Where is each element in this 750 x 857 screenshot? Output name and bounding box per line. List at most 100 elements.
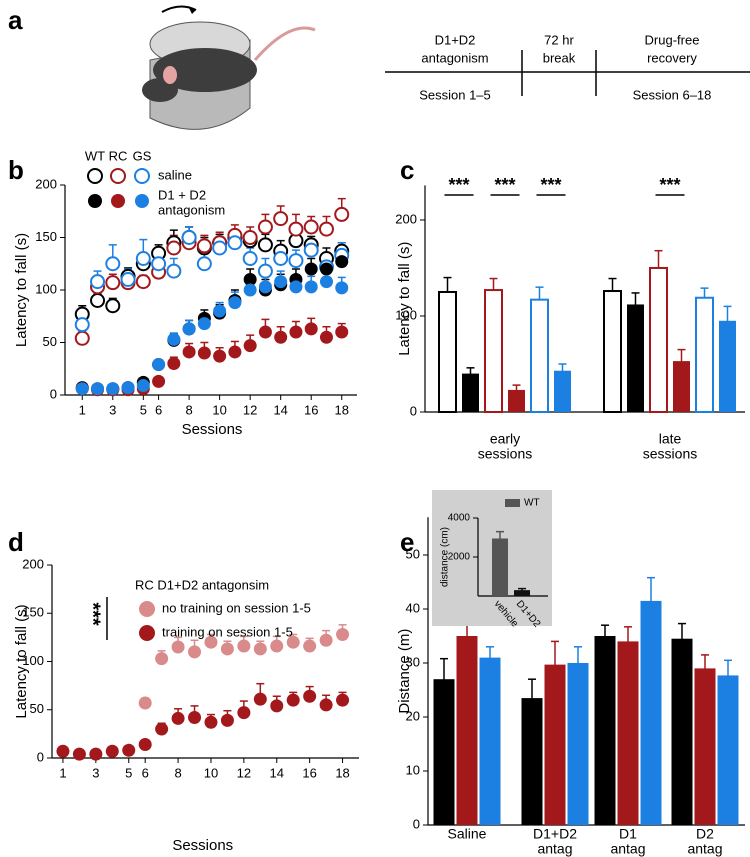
data-point: [212, 240, 228, 256]
legend-swatch: [134, 168, 150, 184]
data-point: [304, 322, 318, 336]
x-tick-label: 6: [142, 765, 149, 780]
x-axis-label: Sessions: [182, 421, 243, 438]
data-point: [136, 379, 150, 393]
x-tick-label: 12: [243, 402, 257, 417]
data-point: [151, 256, 167, 272]
x-tick-label: 5: [140, 402, 147, 417]
arrow-head: [188, 6, 196, 14]
data-point: [188, 710, 202, 724]
data-point: [188, 645, 202, 659]
legend-label: D1 + D2: [158, 187, 206, 202]
data-point: [204, 715, 218, 729]
y-tick-label: 50: [43, 334, 57, 349]
data-point: [166, 240, 182, 256]
data-point: [303, 219, 319, 235]
data-point: [289, 325, 303, 339]
data-point: [304, 280, 318, 294]
legend-label: training on session 1-5: [162, 624, 293, 639]
x-tick-label: 8: [174, 765, 181, 780]
data-point: [304, 262, 318, 276]
data-point: [274, 275, 288, 289]
legend-swatch: [505, 499, 520, 507]
data-point: [171, 711, 185, 725]
y-tick-label: 0: [37, 749, 44, 764]
y-tick-label: 4000: [448, 513, 471, 524]
significance: ***: [659, 175, 680, 195]
data-point: [120, 272, 136, 287]
panel-label: d: [8, 527, 24, 557]
data-point: [258, 325, 272, 339]
illustration: [142, 5, 316, 130]
data-point: [242, 251, 258, 266]
y-tick-label: 150: [35, 229, 57, 244]
legend-column: WT: [85, 148, 105, 163]
data-point: [253, 642, 267, 656]
bar: [462, 373, 479, 412]
phase-title: 72 hr: [544, 32, 574, 47]
data-point: [105, 744, 119, 758]
legend-label: antagonism: [158, 202, 225, 217]
bar: [673, 361, 690, 412]
data-point: [105, 298, 121, 314]
data-point: [228, 296, 242, 310]
data-point: [74, 330, 90, 346]
bar: [717, 675, 739, 825]
x-tick-label: 14: [270, 765, 284, 780]
data-point: [319, 262, 333, 276]
legend-title: RC D1+D2 antagonsim: [135, 577, 269, 592]
data-point: [228, 345, 242, 359]
data-point: [335, 281, 349, 295]
legend-swatch: [139, 625, 155, 641]
data-point: [74, 317, 90, 333]
y-tick-label: 200: [395, 211, 417, 226]
bar: [544, 664, 566, 825]
bar: [603, 290, 622, 413]
x-tick-label: 10: [212, 402, 226, 417]
phase-title: D1+D2: [435, 32, 476, 47]
x-tick-label: 16: [304, 402, 318, 417]
data-point: [273, 211, 289, 227]
y-tick-label: 20: [406, 708, 420, 723]
phase-title: antagonism: [421, 50, 488, 65]
bar: [521, 698, 543, 825]
y-tick-label: 200: [22, 556, 44, 571]
data-point: [237, 639, 251, 653]
x-tick-label: 18: [335, 765, 349, 780]
significance: ***: [448, 175, 469, 195]
data-point: [152, 374, 166, 388]
data-point: [155, 652, 169, 666]
data-point: [91, 382, 105, 396]
data-point: [167, 357, 181, 370]
bar: [567, 663, 589, 825]
legend-label: no training on session 1-5: [162, 600, 311, 615]
y-tick-label: 0: [413, 816, 420, 831]
x-tick-label: 5: [125, 765, 132, 780]
data-point: [270, 699, 284, 713]
data-point: [220, 713, 234, 727]
legend-swatch: [135, 194, 149, 208]
timeline: [385, 50, 750, 96]
bar: [617, 641, 639, 825]
data-point: [182, 345, 196, 359]
panel-label: c: [400, 155, 414, 185]
data-point: [135, 251, 151, 266]
x-tick-label: late: [659, 431, 682, 447]
data-point: [319, 633, 333, 647]
data-point: [213, 304, 227, 318]
data-point: [196, 256, 212, 272]
phase-title: break: [543, 50, 576, 65]
data-point: [243, 339, 257, 353]
data-point: [167, 332, 181, 346]
x-tick-label: 18: [335, 402, 349, 417]
x-tick-label: 1: [59, 765, 66, 780]
x-tick-label: 1: [79, 402, 86, 417]
data-point: [257, 237, 273, 253]
data-point: [90, 293, 106, 308]
data-point: [213, 349, 227, 363]
data-point: [319, 275, 333, 289]
bar: [671, 638, 693, 825]
y-tick-label: 150: [22, 605, 44, 620]
y-tick-label: 200: [35, 176, 57, 191]
